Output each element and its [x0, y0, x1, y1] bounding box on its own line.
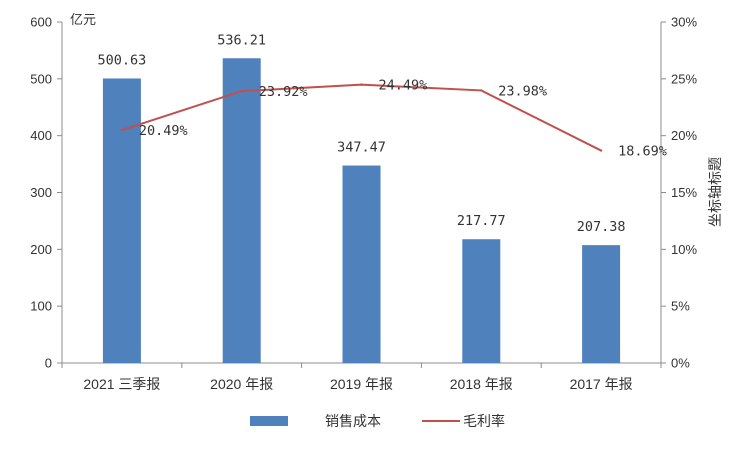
- legend: 销售成本 毛利率: [250, 413, 505, 430]
- left-axis-unit: 亿元: [70, 13, 96, 28]
- line-value-label: 18.69%: [618, 144, 667, 160]
- bar: [582, 245, 621, 363]
- line-point: [240, 89, 243, 93]
- bar: [342, 165, 381, 363]
- margin-line: [120, 83, 603, 152]
- left-tick-label: 500: [30, 71, 52, 86]
- right-tick-label: 0%: [671, 356, 690, 371]
- axes: 0 100 200 300 400 500 600 0% 5% 10% 15% 20% 25% 30% 20…: [30, 13, 724, 392]
- right-tick-label: 15%: [671, 185, 697, 200]
- legend-bar-label: 销售成本: [325, 414, 381, 430]
- left-tick-label: 0: [45, 356, 52, 371]
- right-tick-label: 25%: [671, 71, 697, 86]
- left-tick-label: 600: [30, 15, 52, 30]
- line-point: [480, 89, 483, 92]
- legend-bar-swatch: [250, 416, 288, 426]
- left-tick-label: 200: [30, 242, 52, 257]
- line-value-label: 24.49%: [379, 78, 428, 94]
- left-tick-label: 400: [30, 128, 52, 143]
- line-point: [120, 128, 124, 132]
- right-tick-label: 30%: [671, 15, 697, 30]
- line-value-label: 20.49%: [139, 123, 188, 139]
- line-value-label: 23.98%: [498, 83, 547, 99]
- right-tick-label: 20%: [671, 128, 697, 143]
- x-tick-label: 2017 年报: [570, 376, 633, 392]
- bar-value-label: 536.21: [217, 32, 266, 48]
- right-tick-label: 5%: [671, 299, 690, 314]
- bar-value-label: 217.77: [457, 213, 506, 229]
- x-tick-label: 2021 三季报: [83, 376, 160, 392]
- right-tick-label: 10%: [671, 242, 697, 257]
- bar-value-label: 207.38: [577, 219, 626, 235]
- x-tick-label: 2020 年报: [210, 376, 273, 392]
- left-tick-label: 100: [30, 299, 52, 314]
- line-point: [360, 83, 363, 86]
- left-tick-label: 300: [30, 185, 52, 200]
- line-value-label: 23.92%: [259, 84, 308, 100]
- x-tick-label: 2018 年报: [450, 376, 513, 392]
- bar-value-label: 500.63: [98, 52, 147, 68]
- bar-value-label: 347.47: [337, 140, 386, 156]
- legend-line-label: 毛利率: [463, 413, 505, 430]
- right-axis-title: 坐标轴标题: [708, 157, 724, 227]
- line-point: [599, 149, 603, 152]
- bar: [102, 78, 141, 363]
- bar: [222, 58, 261, 364]
- bar: [462, 239, 501, 363]
- bars: [102, 58, 621, 364]
- data-labels: 500.63 536.21 347.47 217.77 207.38 20.49% 23.9…: [98, 32, 667, 235]
- x-tick-label: 2019 年报: [330, 376, 393, 392]
